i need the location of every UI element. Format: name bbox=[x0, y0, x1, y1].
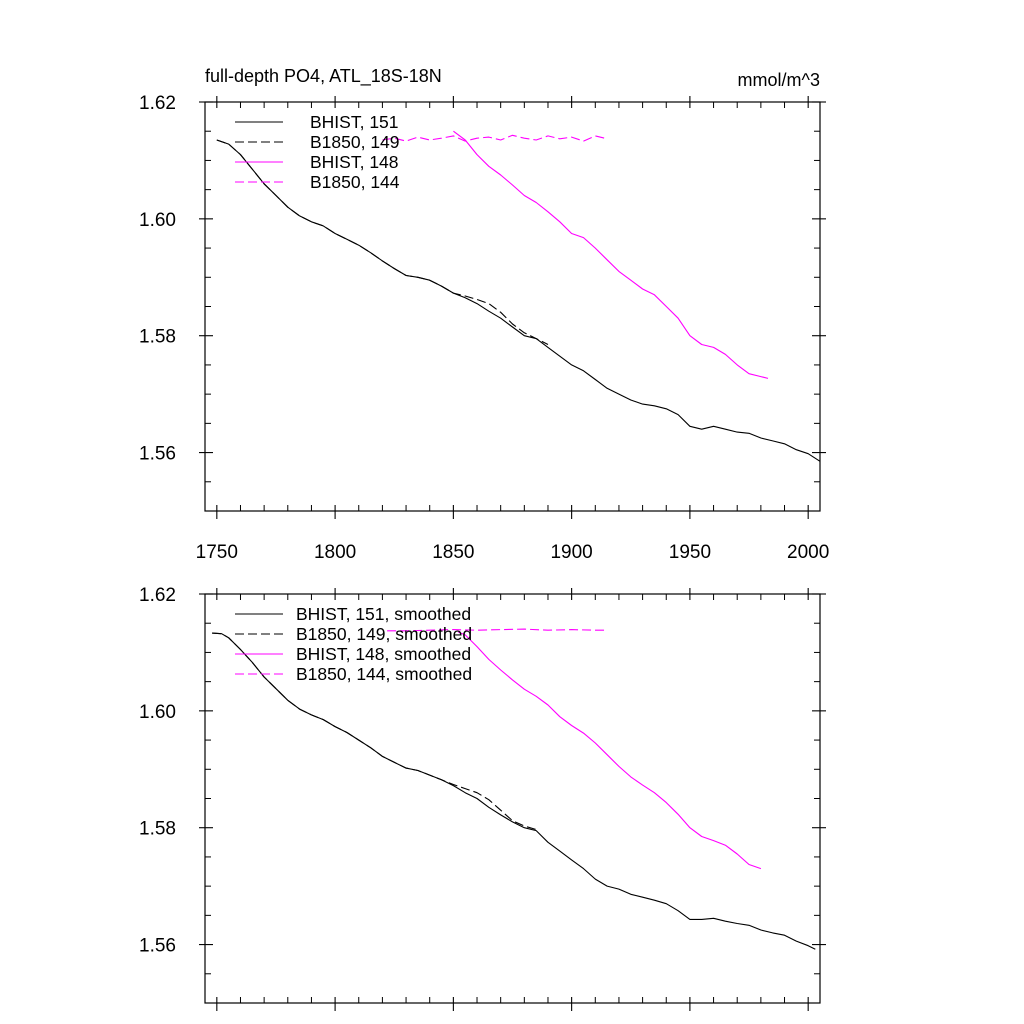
bottom-panel-series bbox=[212, 628, 816, 950]
top-legend-label-3: B1850, 144 bbox=[310, 172, 400, 192]
top-series-line-3 bbox=[382, 134, 608, 142]
top-panel: 1750 1800 1850 1900 1950 2000 1.56 1.58 1.60 1.62… bbox=[139, 93, 829, 563]
top-y-tick-label: 1.58 bbox=[139, 327, 176, 348]
top-series-line-0 bbox=[216, 139, 821, 462]
top-x-tick-label: 1800 bbox=[314, 542, 356, 563]
top-y-tick-label: 1.60 bbox=[139, 210, 176, 231]
top-legend-label-0: BHIST, 151 bbox=[310, 112, 399, 132]
top-x-tick-label: 1900 bbox=[550, 542, 592, 563]
bottom-legend-label-3: B1850, 144, smoothed bbox=[296, 664, 472, 684]
top-x-tick-label: 1950 bbox=[669, 542, 711, 563]
top-series-line-2 bbox=[453, 130, 769, 379]
bottom-y-tick-label: 1.62 bbox=[139, 585, 176, 606]
top-x-tick-label: 1850 bbox=[432, 542, 474, 563]
top-y-tick-label: 1.62 bbox=[139, 93, 176, 114]
bottom-series-line-0 bbox=[212, 632, 816, 950]
units-label: mmol/m^3 bbox=[738, 70, 820, 90]
top-series-line-1 bbox=[216, 139, 549, 345]
bottom-y-tick-label: 1.60 bbox=[139, 702, 176, 723]
top-x-tick-label: 1750 bbox=[196, 542, 238, 563]
top-x-tick-label: 2000 bbox=[787, 542, 829, 563]
bottom-series-line-3 bbox=[387, 628, 608, 632]
top-legend-label-2: BHIST, 148 bbox=[310, 152, 399, 172]
bottom-legend-label-0: BHIST, 151, smoothed bbox=[296, 604, 471, 624]
bottom-panel-ticks: 1.56 1.58 1.60 1.62 bbox=[139, 585, 826, 1011]
top-y-tick-label: 1.56 bbox=[139, 444, 176, 465]
top-panel-series bbox=[216, 130, 821, 462]
bottom-panel: 1.561.581.601.62 BHIST, 151, smoothedB18… bbox=[139, 585, 826, 1011]
plot-title: full-depth PO4, ATL_18S-18N bbox=[205, 66, 442, 87]
bottom-y-tick-label: 1.56 bbox=[139, 936, 176, 957]
bottom-series-line-1 bbox=[212, 632, 537, 831]
top-panel-frame bbox=[204, 101, 821, 512]
bottom-series-line-2 bbox=[457, 631, 762, 870]
top-legend-label-1: B1850, 149 bbox=[310, 132, 400, 152]
bottom-legend-label-2: BHIST, 148, smoothed bbox=[296, 644, 471, 664]
bottom-legend-label-1: B1850, 149, smoothed bbox=[296, 624, 472, 644]
bottom-y-tick-label: 1.58 bbox=[139, 819, 176, 840]
top-panel-ticks: 1750 1800 1850 1900 1950 2000 1.56 1.58 1.60 1.62 bbox=[139, 93, 829, 563]
